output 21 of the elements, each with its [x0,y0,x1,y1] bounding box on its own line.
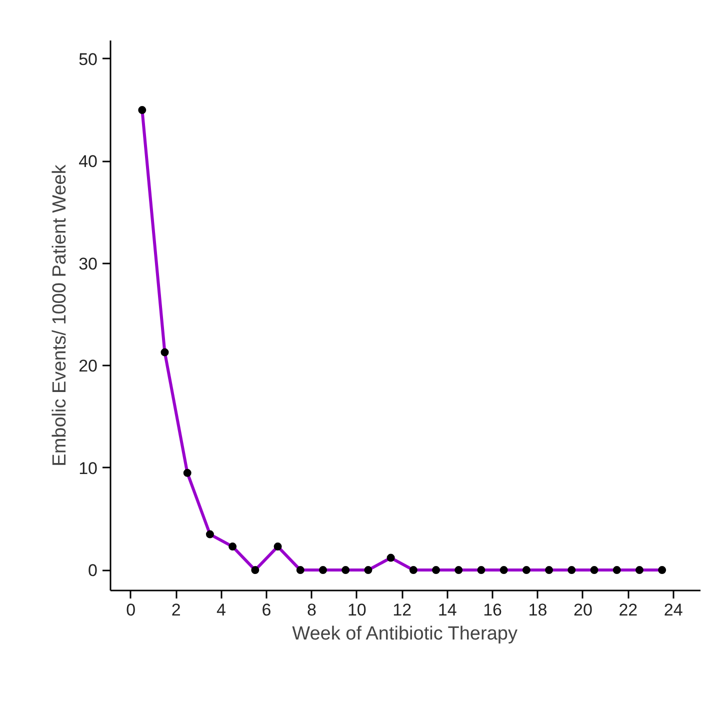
x-tick-label: 16 [483,600,502,620]
x-tick-label: 2 [171,600,181,620]
x-tick-label: 6 [262,600,272,620]
x-tick-label: 12 [392,600,412,620]
x-tick-label: 14 [438,600,457,620]
y-tick-label: 40 [78,152,98,172]
x-tick-label: 24 [664,600,683,620]
y-tick-label: 10 [78,458,98,478]
y-tick-label: 0 [88,561,98,580]
y-tick-label: 20 [78,356,98,376]
x-axis-title: Week of Antibiotic Therapy [292,624,518,644]
x-tick-label: 8 [306,600,316,620]
y-axis-title: Embolic Events/ 1000 Patient Week [50,164,71,466]
y-tick-label: 30 [78,254,98,274]
x-tick-label: 22 [618,600,638,620]
x-tick-label: 4 [216,600,226,620]
x-tick-label: 0 [126,600,136,620]
x-tick-label: 10 [347,600,366,620]
x-tick-label: 18 [528,600,548,620]
x-tick-label: 20 [573,600,592,620]
y-tick-label: 50 [78,50,98,69]
